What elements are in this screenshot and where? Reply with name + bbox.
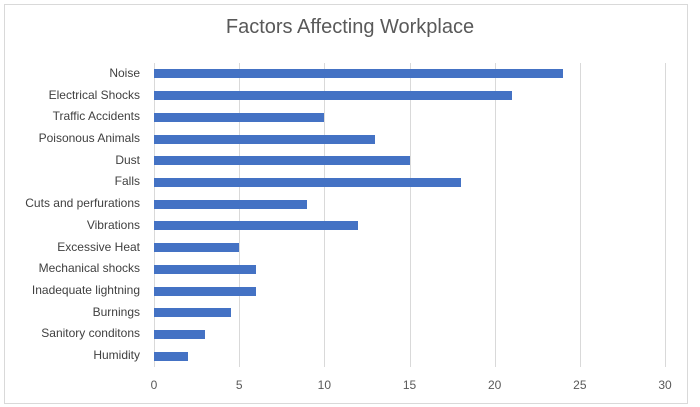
category-label: Traffic Accidents [52,109,140,124]
category-label: Sanitory conditons [41,326,140,341]
x-tick-label: 5 [235,378,243,392]
x-tick-label: 10 [317,378,332,392]
bar[interactable] [154,329,206,339]
category-label: Burnings [92,304,140,319]
bar[interactable] [154,351,189,361]
category-label: Dust [115,152,140,167]
gridline [494,63,496,367]
gridline [665,63,666,367]
x-tick-label: 25 [573,378,587,392]
bar[interactable] [154,177,461,187]
bar[interactable] [154,156,410,166]
bar[interactable] [154,243,240,253]
bar[interactable] [154,112,325,122]
bar[interactable] [154,199,308,209]
bar[interactable] [154,286,257,296]
bar[interactable] [154,91,512,101]
category-label: Inadequate lightning [31,283,140,297]
x-tick-label: 0 [150,378,158,392]
category-label: Electrical Shocks [48,87,140,102]
category-label: Cuts and perfurations [25,196,140,211]
plot-area [154,63,666,367]
category-label: Humidity [93,348,140,363]
bar[interactable] [154,69,563,79]
category-label: Falls [114,174,140,189]
x-tick-label: 30 [658,378,672,392]
bar[interactable] [154,264,257,274]
gridline [239,63,241,367]
x-tick-label: 15 [402,378,417,392]
bar[interactable] [154,221,359,231]
category-label: Poisonous Animals [38,131,140,145]
gridline [154,63,155,367]
category-label: Noise [109,65,140,80]
gridline [324,63,326,367]
bar[interactable] [154,308,231,318]
x-tick-label: 20 [487,378,502,392]
gridline [579,63,581,367]
category-label: Vibrations [86,217,140,232]
gridline [409,63,411,367]
category-label: Mechanical shocks [38,261,140,276]
chart-title: Factors Affecting Workplace [225,16,475,38]
category-label: Excessive Heat [57,239,140,254]
bar[interactable] [154,134,376,144]
